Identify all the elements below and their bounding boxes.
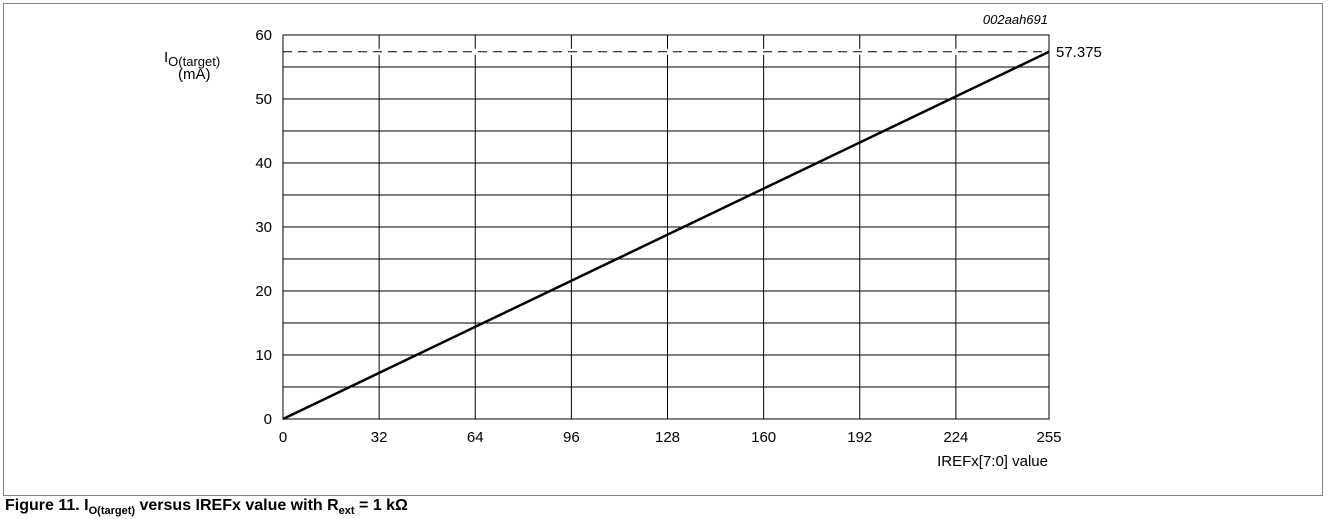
figure-frame bbox=[3, 3, 1323, 496]
y-tick-label: 30 bbox=[255, 219, 272, 236]
y-axis-label: IO(target) bbox=[164, 49, 220, 69]
figure-id: 002aah691 bbox=[983, 12, 1048, 27]
x-tick-label: 96 bbox=[563, 429, 580, 446]
y-tick-label: 50 bbox=[255, 91, 272, 108]
y-tick-label: 0 bbox=[264, 411, 272, 428]
y-axis-label-sub: O(target) bbox=[168, 54, 220, 69]
series-group bbox=[282, 50, 1050, 421]
reference-line-group bbox=[283, 48, 1049, 55]
x-tick-labels: 0 32 64 96 128 160 192 224 255 bbox=[279, 429, 1062, 446]
y-tick-labels: 0 10 20 30 40 50 60 bbox=[255, 27, 272, 428]
y-axis-label-main: I bbox=[164, 49, 168, 66]
x-tick-label: 160 bbox=[751, 429, 776, 446]
caption-suffix: = 1 kΩ bbox=[354, 497, 408, 514]
x-tick-label: 64 bbox=[467, 429, 484, 446]
y-tick-label: 40 bbox=[255, 155, 272, 172]
chart: 0 32 64 96 128 160 192 224 255 0 10 20 30 40 50 60 002… bbox=[164, 12, 1102, 470]
caption-sub-ext: ext bbox=[338, 505, 355, 517]
x-tick-label: 192 bbox=[847, 429, 872, 446]
x-axis-label: IREFx[7:0] value bbox=[937, 453, 1048, 470]
reference-value-label: 57.375 bbox=[1056, 44, 1102, 61]
figure-caption: Figure 11. IO(target) versus IREFx value… bbox=[5, 497, 408, 517]
grid bbox=[282, 34, 1050, 420]
x-tick-label: 128 bbox=[655, 429, 680, 446]
series-line bbox=[282, 50, 1050, 421]
y-axis-unit: (mA) bbox=[178, 66, 211, 83]
caption-prefix: Figure 11. I bbox=[5, 497, 89, 514]
x-tick-label: 224 bbox=[943, 429, 968, 446]
x-tick-label: 32 bbox=[371, 429, 388, 446]
x-tick-label: 255 bbox=[1036, 429, 1061, 446]
y-tick-label: 20 bbox=[255, 283, 272, 300]
y-tick-label: 60 bbox=[255, 27, 272, 44]
caption-sub-target: O(target) bbox=[88, 505, 136, 517]
caption-middle: versus IREFx value with R bbox=[135, 497, 339, 514]
x-tick-label: 0 bbox=[279, 429, 287, 446]
y-tick-label: 10 bbox=[255, 347, 272, 364]
